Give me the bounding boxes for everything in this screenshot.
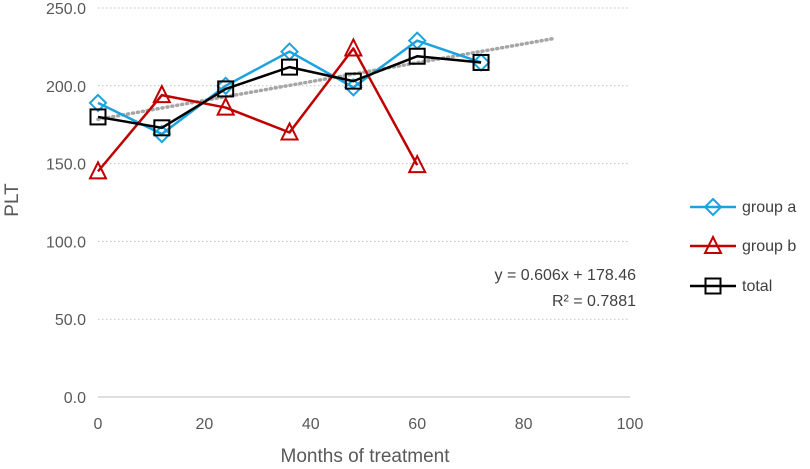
legend-marker-group-b bbox=[703, 234, 723, 254]
trendline-r-squared: R² = 0.7881 bbox=[552, 293, 636, 310]
y-tick-label: 150.0 bbox=[46, 157, 86, 174]
legend-label: group b bbox=[742, 238, 796, 255]
data-point-total bbox=[281, 58, 299, 76]
y-tick-label: 100.0 bbox=[46, 234, 86, 251]
series-line-total bbox=[97, 54, 482, 130]
data-point-group-b bbox=[88, 160, 108, 180]
legend-item-group-b: group b bbox=[690, 234, 796, 255]
data-point-group-b bbox=[407, 153, 427, 174]
data-point-group-a bbox=[152, 124, 172, 144]
data-point-group-b bbox=[279, 121, 300, 141]
x-axis-ticks: 0 20 40 60 80 100 bbox=[94, 416, 644, 433]
data-point-total bbox=[89, 108, 107, 126]
legend: group a group b total bbox=[690, 197, 796, 295]
trendline-equation: y = 0.606x + 178.46 bbox=[495, 267, 637, 284]
legend-label: group a bbox=[742, 199, 796, 216]
legend-item-total: total bbox=[690, 277, 772, 295]
data-point-group-a bbox=[216, 76, 236, 96]
series-total bbox=[89, 47, 490, 137]
gridlines bbox=[98, 7, 630, 320]
legend-item-group-a: group a bbox=[690, 197, 796, 217]
data-point-group-b bbox=[152, 83, 172, 104]
x-axis-title: Months of treatment bbox=[281, 446, 451, 467]
series-line-group-a bbox=[97, 39, 482, 136]
data-point-group-a bbox=[343, 77, 363, 97]
data-point-total bbox=[472, 53, 490, 71]
trendline-layer bbox=[96, 36, 558, 122]
y-axis-ticks: 0.0 50.0 100.0 150.0 200.0 250.0 bbox=[46, 1, 86, 407]
legend-marker-group-a bbox=[703, 197, 723, 217]
legend-label: total bbox=[742, 278, 772, 295]
series-group-b bbox=[88, 37, 427, 180]
data-point-total bbox=[217, 80, 235, 98]
data-point-total bbox=[153, 119, 171, 137]
x-tick-label: 20 bbox=[196, 416, 214, 433]
x-tick-label: 0 bbox=[94, 416, 103, 433]
x-tick-label: 60 bbox=[408, 416, 426, 433]
data-point-group-b bbox=[343, 37, 363, 57]
x-tick-label: 100 bbox=[617, 416, 644, 433]
series-line-group-b bbox=[97, 47, 419, 173]
y-tick-label: 250.0 bbox=[46, 1, 86, 18]
y-axis-title: PLT bbox=[2, 183, 23, 217]
x-tick-label: 40 bbox=[302, 416, 320, 433]
legend-marker-total bbox=[704, 277, 722, 295]
y-tick-label: 0.0 bbox=[64, 390, 86, 407]
y-tick-label: 50.0 bbox=[55, 312, 86, 329]
x-tick-label: 80 bbox=[515, 416, 533, 433]
data-point-group-a bbox=[88, 93, 108, 113]
series-layer bbox=[88, 31, 491, 180]
y-tick-label: 200.0 bbox=[46, 79, 86, 96]
data-point-total bbox=[344, 72, 362, 90]
trendline bbox=[96, 36, 558, 122]
data-point-group-b bbox=[216, 96, 236, 116]
data-point-total bbox=[408, 47, 426, 65]
